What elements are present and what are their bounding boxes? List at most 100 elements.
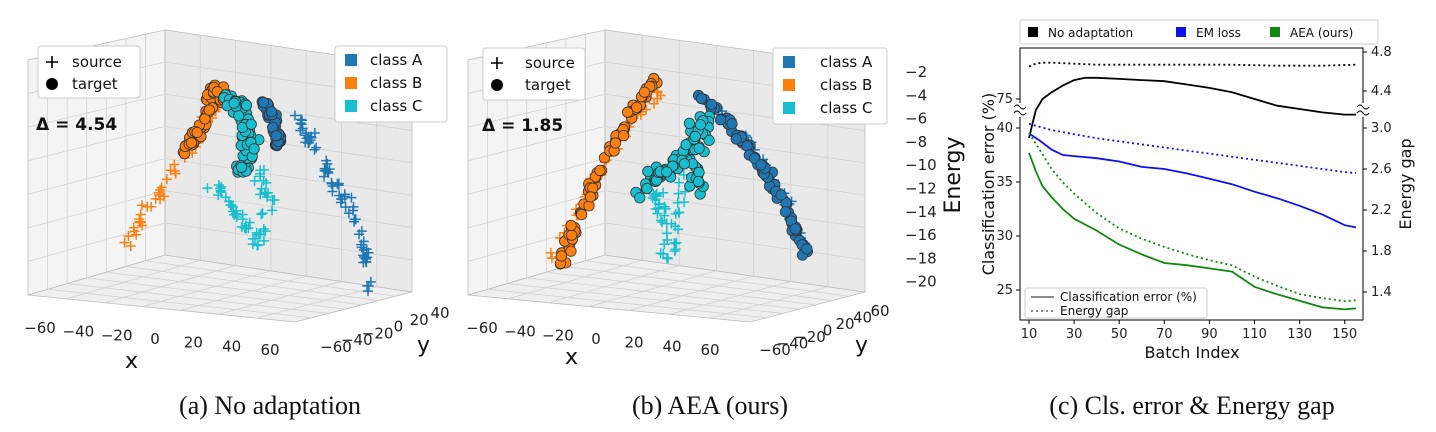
legend-swatch-class-b (345, 77, 357, 89)
target-point (257, 96, 270, 109)
panel-b-z-ticks: −2 −4 −6 −8 −10 −12 −14 −16 −18 −20 (905, 63, 937, 291)
y2-tick-label: 3.0 (1371, 121, 1392, 136)
y2-tick-label: 4.4 (1371, 84, 1392, 99)
legend-swatch-class-b (783, 79, 795, 91)
tick-label: −20 (794, 328, 826, 346)
panel-c-y-label: Classification error (%) (979, 93, 998, 275)
y2-tick-label: 2.6 (1371, 162, 1392, 177)
tick-label: 0 (823, 322, 833, 340)
series-line-no-adaptationenergy-gap (1028, 61, 1357, 68)
legend-class-a-label: class A (820, 53, 873, 71)
tick-label: −40 (341, 331, 373, 349)
wall-gridline (467, 222, 866, 262)
panel-c-style-legend: Classification error (%) Energy gap (1024, 287, 1208, 319)
floor-gridline (669, 281, 791, 315)
source-point (649, 190, 660, 201)
source-point (296, 119, 307, 130)
source-point (255, 189, 266, 200)
target-point (235, 161, 248, 173)
panel-b-class-legend: class A class B class C (772, 47, 888, 125)
target-point (695, 92, 707, 105)
source-point (260, 188, 271, 199)
source-point (356, 242, 367, 253)
panel-a-points (119, 79, 376, 297)
axis-break-gap (1359, 103, 1367, 117)
panel-c-x-ticks: 10 30 50 70 90 110 130 150 (1021, 320, 1357, 342)
panel-c-y-ticks: 25 30 35 40 75 (996, 92, 1020, 298)
source-point (309, 144, 320, 155)
legend-swatch-class-a (783, 56, 795, 68)
source-point (327, 181, 338, 192)
floor-gridline (507, 283, 783, 314)
legend-target-label: target (72, 75, 118, 93)
tick-label: −20 (362, 324, 394, 342)
target-point (233, 110, 245, 122)
source-point (169, 165, 180, 176)
floor-gridline (125, 266, 379, 301)
tick-label: 20 (184, 334, 203, 352)
legend-circle-marker (491, 79, 503, 91)
source-point (651, 188, 662, 199)
floor-gridline (47, 288, 312, 319)
source-point (267, 205, 278, 216)
target-point (228, 97, 240, 109)
target-point (565, 219, 577, 232)
tick-label: −60 (466, 319, 498, 337)
target-point (240, 99, 253, 111)
target-point (634, 192, 646, 204)
method-legend-box (1019, 19, 1379, 45)
source-point (155, 185, 166, 196)
x-tick-label: 90 (1201, 327, 1218, 342)
source-point (146, 201, 157, 212)
source-point (657, 217, 668, 228)
source-point (134, 216, 145, 227)
source-point (671, 237, 682, 248)
source-point (155, 194, 166, 205)
source-point (289, 110, 300, 121)
axis-break-mark (1356, 104, 1370, 116)
source-point (661, 218, 672, 229)
source-point (320, 165, 331, 176)
source-point (306, 131, 317, 142)
source-point (202, 183, 213, 194)
target-point (678, 158, 691, 170)
wall-gridline (27, 126, 413, 164)
x-tick-label: 30 (1066, 327, 1083, 342)
panel-c-y2-ticks: 1.4 1.8 2.2 2.6 3.0 4.4 4.8 (1363, 45, 1392, 300)
tick-label: 0 (591, 330, 601, 348)
target-point (714, 114, 727, 126)
source-point (679, 197, 690, 208)
legend-plus-marker (491, 57, 503, 69)
source-point (358, 236, 369, 247)
source-point (673, 188, 684, 199)
source-point (359, 251, 370, 262)
source-point (226, 200, 237, 211)
legend-swatch-class-c (783, 102, 795, 114)
target-point (594, 164, 606, 176)
floor-gridline (67, 283, 329, 314)
wall-gridline (27, 222, 413, 262)
target-point (566, 229, 578, 241)
floor-gridline (142, 270, 271, 307)
legend-energy-gap-label: Energy gap (1060, 304, 1128, 318)
method-legend-swatch (1028, 27, 1038, 37)
legend-swatch-class-a (345, 54, 357, 66)
tick-label: 20 (624, 334, 643, 352)
tick-label: −8 (905, 133, 927, 151)
target-point (730, 133, 742, 145)
tick-label: −60 (320, 338, 352, 356)
source-point (547, 253, 558, 264)
floor-gridline (104, 265, 236, 304)
source-point (258, 235, 269, 246)
source-point (545, 247, 556, 258)
tick-label: −60 (759, 341, 791, 359)
panel-c-y2-label: Energy gap (1396, 138, 1415, 229)
source-point (255, 229, 266, 240)
target-point (642, 165, 654, 177)
target-point (694, 119, 707, 131)
source-point (119, 237, 130, 248)
target-point (801, 243, 813, 255)
